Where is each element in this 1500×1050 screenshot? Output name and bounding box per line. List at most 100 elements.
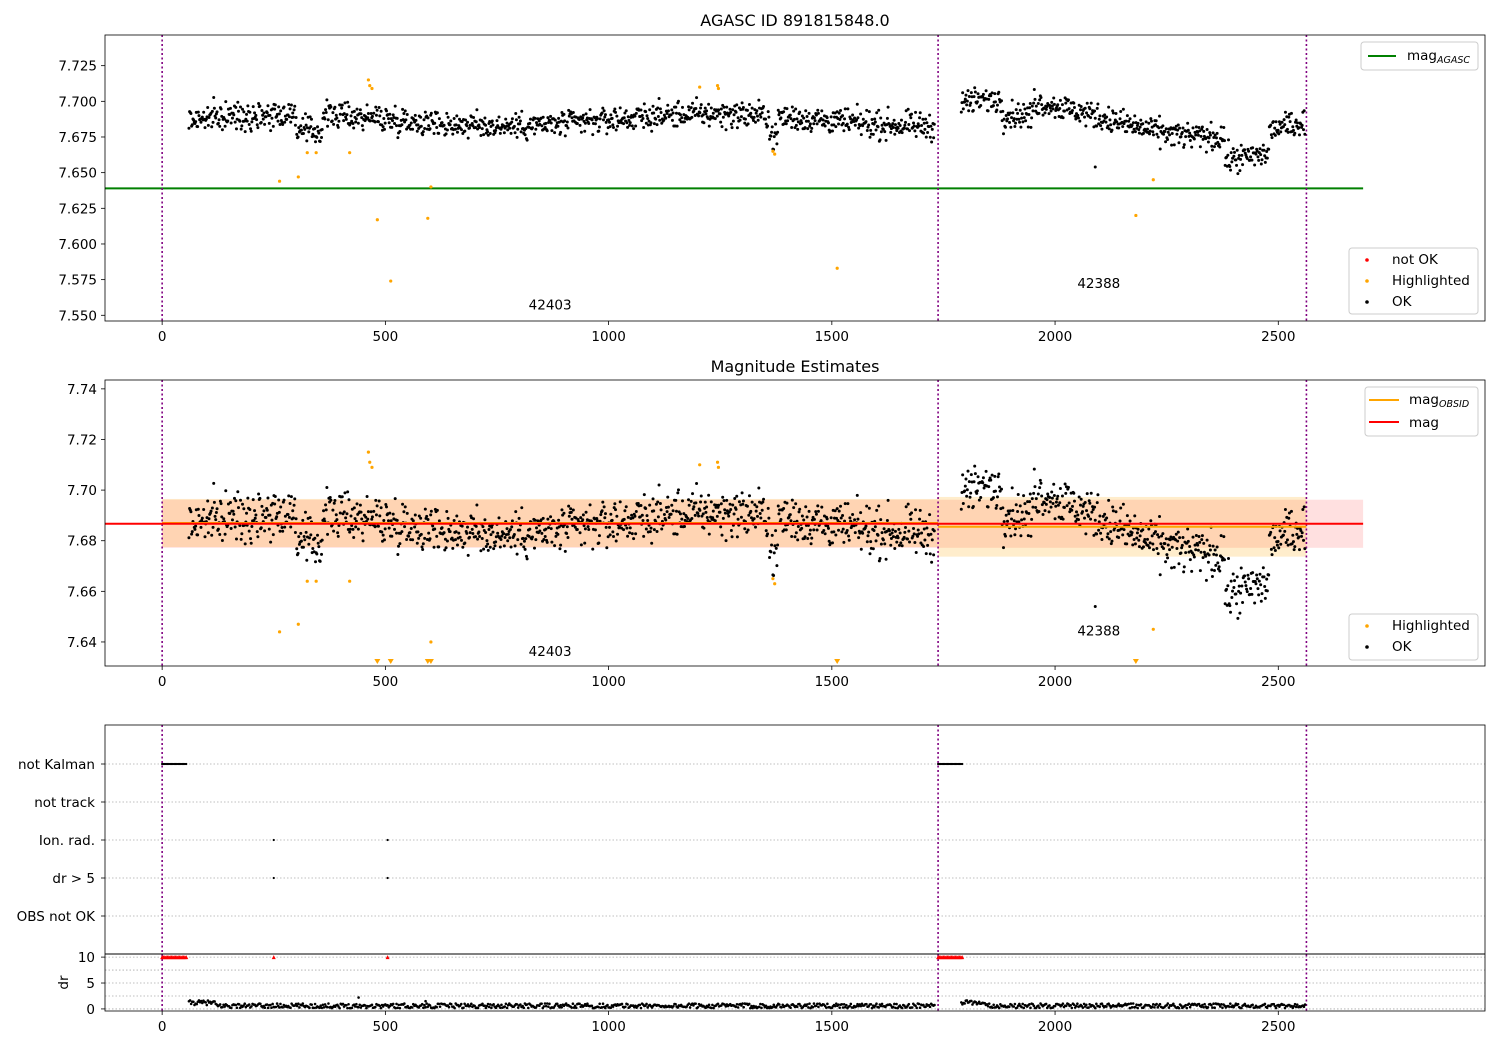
ok-point [837,111,841,115]
ok-point [322,517,326,521]
ok-point [1156,552,1160,556]
ok-point [204,117,208,121]
highlighted-point [305,151,309,155]
ok-point [616,532,620,536]
ok-point [796,525,800,529]
ok-point [785,501,789,505]
ok-point [847,128,851,132]
ok-point [961,502,965,506]
ok-point [1022,102,1026,106]
ok-point [411,519,415,523]
ok-point [490,525,494,529]
ok-point [446,516,450,520]
highlighted-point [277,179,282,183]
axes-frame [104,724,1486,1012]
ok-point [481,120,485,124]
ok-point [692,505,696,509]
ok-point [878,138,882,142]
panel-magnitude-data [105,380,1364,666]
legend-marker-ok [1365,300,1369,304]
ok-point [1051,502,1055,506]
ok-point [1227,557,1231,561]
ok-point [1038,486,1042,490]
ok-point [991,496,995,500]
ok-point [1265,589,1269,593]
ok-point [389,519,393,523]
ok-point [1070,508,1074,512]
ok-point [1111,509,1115,513]
ok-point [553,131,557,135]
ok-point [1164,127,1168,131]
ok-point [387,121,391,125]
dr-point [845,1003,848,1007]
panel-magnitude-ytick-label: 7.64 [67,635,97,651]
ok-point [261,513,265,517]
dr-point [1048,1004,1051,1007]
ok-point [433,527,437,531]
ok-point [528,121,532,125]
ok-point [255,118,259,122]
ok-point [419,516,423,520]
dr-point [447,1005,451,1009]
ok-point [259,526,263,530]
ok-point [814,113,818,117]
ok-point [1200,538,1204,542]
ok-point [1124,119,1128,123]
ok-point [486,130,490,134]
ok-point [1084,532,1088,536]
ok-point [772,135,776,139]
ok-point [989,94,993,98]
ok-point [472,115,476,119]
ok-point [808,124,812,128]
ok-point [1239,591,1243,595]
ok-point [923,127,927,131]
ok-point [203,535,207,539]
dr-point [910,1006,914,1009]
ok-point [1111,111,1115,115]
ok-point [502,124,506,128]
ok-point [1048,496,1052,500]
ok-point [211,120,215,124]
ok-point [623,509,627,513]
ok-point [352,535,356,539]
ok-point [1230,595,1234,599]
ok-point [1053,517,1057,521]
ok-point [693,513,697,517]
ok-point [802,518,806,522]
highlighted-point [426,216,430,220]
ok-point [976,475,980,479]
ok-point [1214,563,1218,567]
ok-point [1202,541,1206,545]
ok-point [354,117,358,121]
dr-point [403,1002,406,1005]
ok-point [1278,529,1282,533]
ok-point [404,118,408,122]
ok-point [534,538,538,542]
ok-point [470,527,474,531]
ok-point [1159,542,1163,546]
ok-point [267,527,271,531]
ok-point [930,127,934,131]
ok-point [326,118,330,122]
dr-point [774,1006,778,1009]
ok-point [598,117,602,121]
flag-row-label: not track [34,795,95,811]
ok-point [1065,504,1069,508]
ok-point [610,116,614,120]
ok-point [453,127,457,131]
ok-point [506,532,510,536]
ok-point [518,528,522,532]
ok-point [212,106,216,110]
ok-point [343,491,347,495]
ok-point [355,107,359,111]
ok-point [258,496,262,500]
ok-point [1020,116,1024,120]
ok-point [1001,132,1005,136]
ok-point [408,123,412,127]
ok-point [591,133,595,137]
ok-point [440,526,444,530]
ok-point [797,510,801,514]
ok-point [973,90,977,94]
ok-point [1243,580,1247,584]
ok-point [570,116,574,120]
